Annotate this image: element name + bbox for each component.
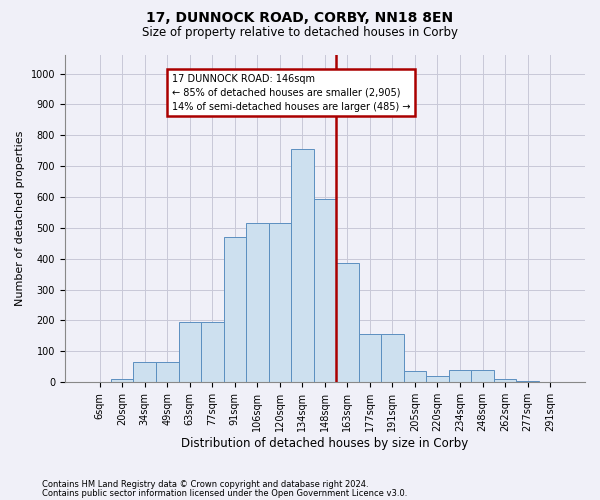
Bar <box>314 198 336 382</box>
Bar <box>224 237 246 382</box>
X-axis label: Distribution of detached houses by size in Corby: Distribution of detached houses by size … <box>181 437 469 450</box>
Bar <box>381 334 404 382</box>
Bar <box>179 322 201 382</box>
Text: Contains public sector information licensed under the Open Government Licence v3: Contains public sector information licen… <box>42 488 407 498</box>
Bar <box>291 149 314 382</box>
Text: Size of property relative to detached houses in Corby: Size of property relative to detached ho… <box>142 26 458 39</box>
Bar <box>201 322 224 382</box>
Text: 17, DUNNOCK ROAD, CORBY, NN18 8EN: 17, DUNNOCK ROAD, CORBY, NN18 8EN <box>146 11 454 25</box>
Bar <box>426 376 449 382</box>
Bar <box>471 370 494 382</box>
Bar <box>111 378 133 382</box>
Bar <box>269 223 291 382</box>
Bar <box>449 370 471 382</box>
Bar <box>156 362 179 382</box>
Bar <box>246 223 269 382</box>
Bar <box>133 362 156 382</box>
Text: 17 DUNNOCK ROAD: 146sqm
← 85% of detached houses are smaller (2,905)
14% of semi: 17 DUNNOCK ROAD: 146sqm ← 85% of detache… <box>172 74 410 112</box>
Bar <box>494 379 517 382</box>
Bar <box>359 334 381 382</box>
Text: Contains HM Land Registry data © Crown copyright and database right 2024.: Contains HM Land Registry data © Crown c… <box>42 480 368 489</box>
Y-axis label: Number of detached properties: Number of detached properties <box>15 131 25 306</box>
Bar <box>404 372 426 382</box>
Bar <box>336 264 359 382</box>
